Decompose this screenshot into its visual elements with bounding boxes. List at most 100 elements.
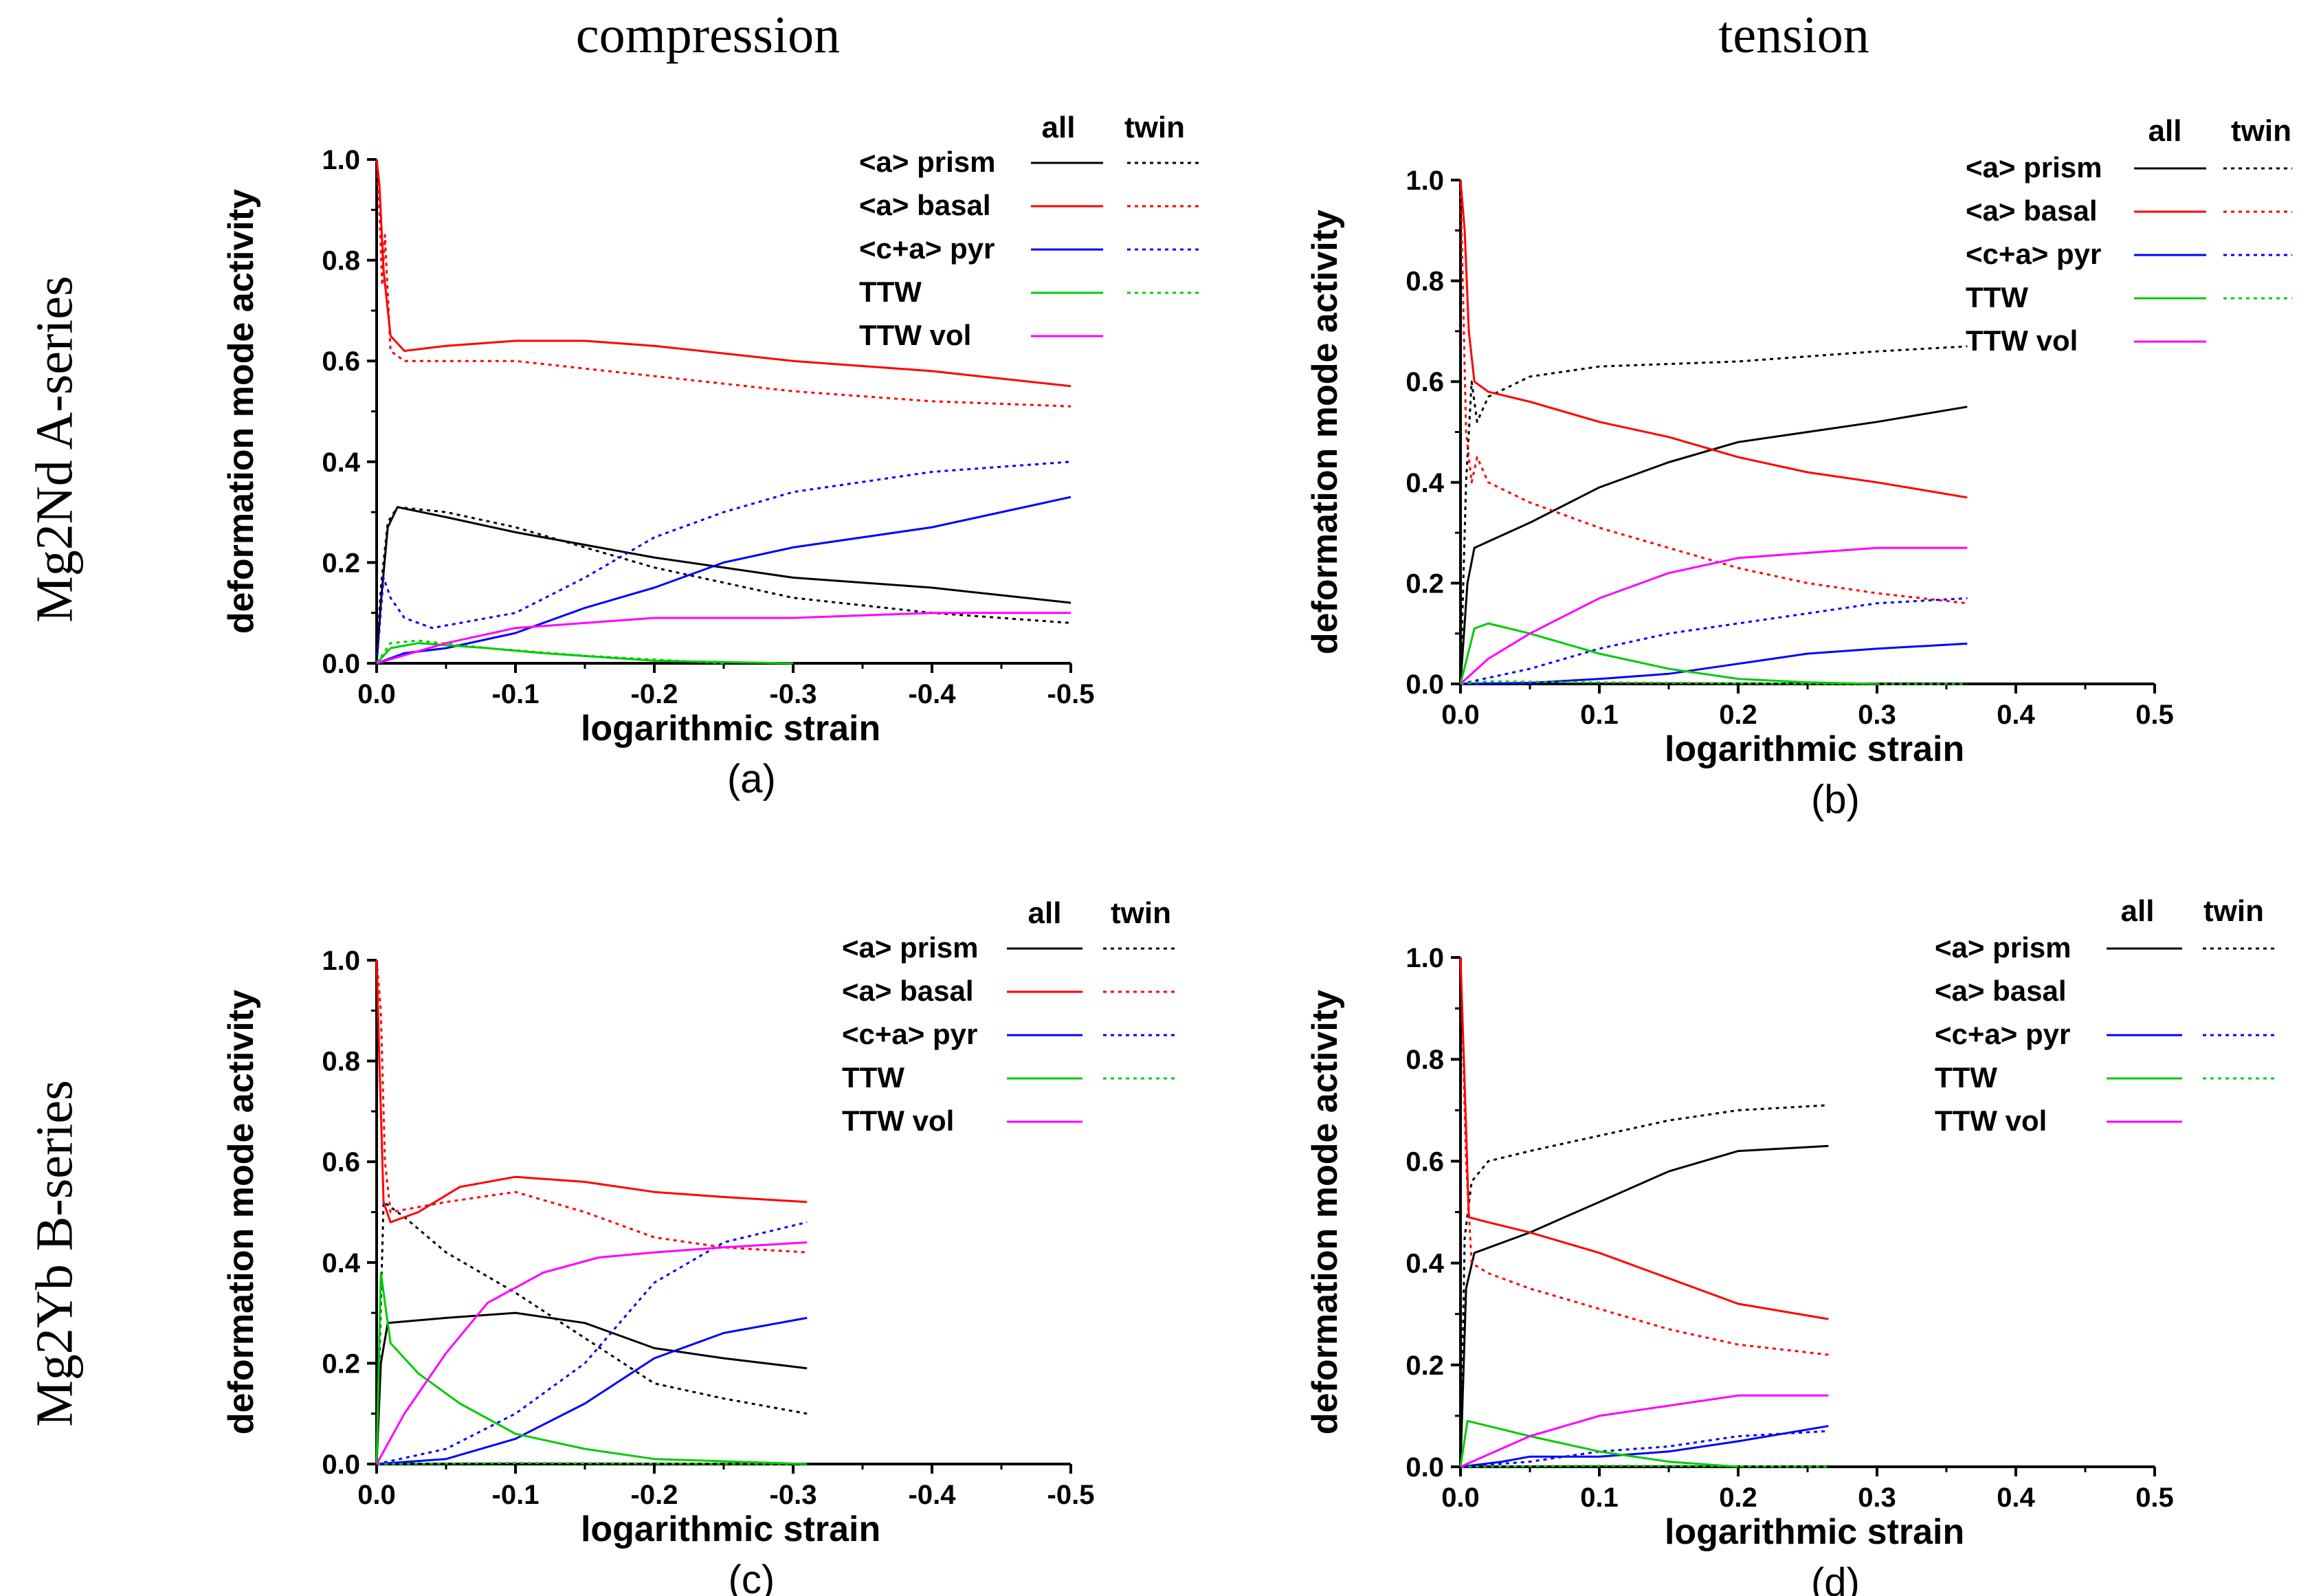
- legend-label: TTW: [842, 1061, 904, 1094]
- series-line: [376, 1462, 808, 1465]
- panel-caption: (c): [729, 1558, 775, 1596]
- series-line: [1459, 957, 1829, 1356]
- series-line: [1459, 406, 1968, 685]
- x-axis-label: logarithmic strain: [581, 709, 880, 749]
- legend-label: <c+a> pyr: [1935, 1018, 2070, 1050]
- series-line: [376, 1221, 808, 1465]
- y-tick-label: 1.0: [1406, 943, 1444, 973]
- y-axis-label: deformation mode activity: [221, 189, 261, 634]
- legend-label: <a> basal: [1935, 975, 2066, 1007]
- x-tick-label: 0.0: [1441, 700, 1480, 730]
- y-tick-label: 0.0: [322, 1450, 360, 1480]
- legend-label: TTW vol: [1935, 1105, 2047, 1137]
- series-line: [1459, 957, 1829, 1320]
- series-line: [1459, 1104, 1829, 1467]
- x-tick-label: 0.5: [2135, 1483, 2174, 1513]
- legend-label: <a> basal: [1966, 195, 2097, 227]
- x-tick-label: -0.3: [770, 1480, 817, 1510]
- y-tick-label: 0.2: [1406, 1351, 1444, 1381]
- x-tick-label: 0.4: [1997, 1483, 2035, 1513]
- y-axis-label: deformation mode activity: [1305, 990, 1345, 1434]
- series-line: [375, 1272, 808, 1465]
- y-tick-label: 0.4: [1406, 1249, 1444, 1279]
- series-line: [1459, 546, 1968, 685]
- x-tick-label: -0.5: [1047, 679, 1095, 709]
- series-line: [375, 506, 1071, 664]
- x-tick-label: -0.1: [492, 679, 540, 709]
- x-tick-label: 0.0: [1441, 1483, 1480, 1513]
- series-line: [1460, 1465, 1829, 1468]
- column-title-tension: tension: [1718, 6, 1869, 64]
- column-title-compression: compression: [575, 6, 841, 64]
- y-tick-label: 0.8: [322, 246, 360, 276]
- x-tick-label: -0.5: [1047, 1480, 1095, 1510]
- y-tick-label: 0.0: [322, 649, 360, 679]
- legend-label: <a> basal: [859, 189, 990, 221]
- legend-header-all: all: [2121, 894, 2155, 928]
- chart-c: 0.0 -0.1 -0.2 -0.3 -0.4 -0.5 0.0 0.2 0.4 0.6 0.8 1.…: [221, 896, 1179, 1596]
- y-tick-label: 1.0: [322, 145, 360, 175]
- legend-label: <c+a> pyr: [1966, 238, 2101, 270]
- x-axis-label: logarithmic strain: [1665, 1512, 1964, 1552]
- y-tick-label: 0.4: [322, 1248, 360, 1278]
- series-line: [1460, 680, 1968, 685]
- legend-label: TTW vol: [1966, 324, 2078, 357]
- series-line: [1459, 622, 1878, 685]
- y-axis-label: deformation mode activity: [221, 990, 261, 1434]
- y-tick-label: 0.2: [322, 548, 360, 578]
- series-line: [1459, 179, 1968, 499]
- y-tick-label: 0.6: [322, 1147, 360, 1177]
- x-tick-label: 0.1: [1580, 1483, 1619, 1513]
- x-tick-label: 0.3: [1858, 700, 1896, 730]
- series-line: [375, 960, 808, 1254]
- series-line: [375, 506, 1071, 664]
- legend-label: <c+a> pyr: [842, 1018, 977, 1050]
- y-tick-label: 0.2: [322, 1349, 360, 1379]
- series-line: [1460, 597, 1968, 685]
- y-tick-label: 0.0: [1406, 669, 1444, 700]
- y-tick-label: 0.6: [322, 346, 360, 377]
- panel-caption: (a): [727, 757, 776, 801]
- series-line: [375, 1201, 808, 1465]
- y-tick-label: 0.6: [1406, 1146, 1444, 1177]
- x-tick-label: -0.2: [631, 1480, 678, 1510]
- x-tick-label: 0.3: [1858, 1483, 1896, 1513]
- x-tick-label: 0.4: [1997, 700, 2035, 730]
- series-line: [1459, 1419, 1739, 1468]
- x-tick-label: 0.2: [1719, 700, 1757, 730]
- y-tick-label: 0.0: [1406, 1452, 1444, 1483]
- x-tick-label: -0.3: [770, 679, 817, 709]
- chart-a: 0.0 -0.1 -0.2 -0.3 -0.4 -0.5 0.0 0.2 0.4 0.6 0.8 1.…: [221, 111, 1199, 801]
- x-tick-label: 0.0: [357, 1480, 396, 1510]
- series-line: [1460, 1430, 1829, 1468]
- legend-header-twin: twin: [1111, 896, 1171, 930]
- x-tick-label: -0.1: [492, 1480, 540, 1510]
- series-line: [1459, 1144, 1829, 1467]
- x-tick-label: -0.2: [631, 679, 678, 709]
- series-line: [1460, 1425, 1829, 1468]
- y-tick-label: 1.0: [322, 946, 360, 976]
- legend-header-twin: twin: [1124, 111, 1185, 144]
- series-line: [375, 159, 1071, 388]
- y-tick-label: 0.4: [1406, 468, 1444, 498]
- series-line: [1459, 345, 1968, 685]
- legend-label: TTW: [1966, 281, 2028, 313]
- panel-caption: (b): [1811, 777, 1860, 822]
- legend-label: <a> prism: [842, 931, 978, 964]
- y-tick-label: 1.0: [1406, 166, 1444, 196]
- legend-header-all: all: [1042, 111, 1076, 144]
- y-tick-label: 0.6: [1406, 367, 1444, 397]
- series-line: [375, 639, 724, 665]
- series-line: [375, 159, 1071, 408]
- series-line: [375, 1241, 808, 1465]
- series-line: [1460, 642, 1968, 685]
- x-axis-label: logarithmic strain: [1665, 729, 1964, 769]
- legend-label: <c+a> pyr: [859, 232, 995, 265]
- legend-header-all: all: [1028, 896, 1062, 930]
- legend-header-all: all: [2148, 114, 2182, 148]
- legend-label: TTW: [859, 276, 922, 308]
- series-line: [375, 960, 808, 1223]
- y-tick-label: 0.4: [322, 447, 360, 478]
- legend-header-twin: twin: [2231, 114, 2291, 148]
